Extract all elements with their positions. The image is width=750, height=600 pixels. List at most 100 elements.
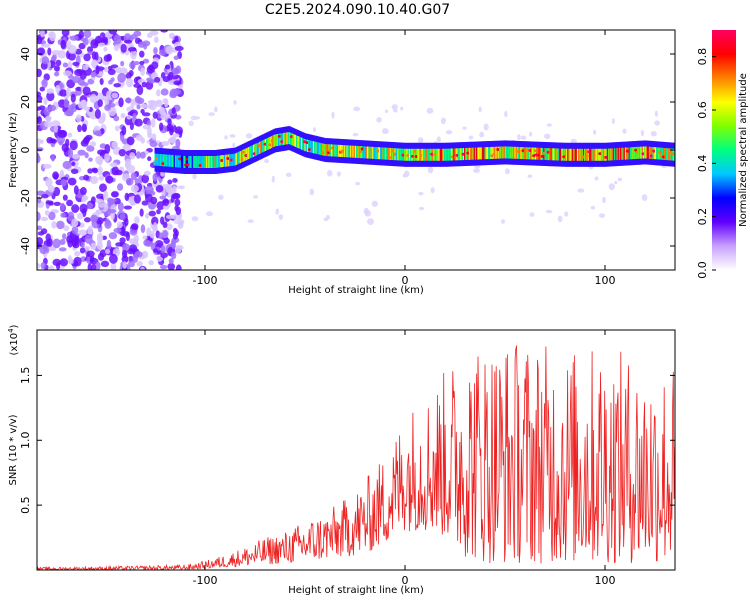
heatmap-cell: [94, 130, 102, 137]
heatmap-cell: [41, 43, 51, 48]
heatmap-cell: [496, 146, 499, 159]
heatmap-cell: [173, 55, 179, 61]
heatmap-cell: [276, 133, 279, 146]
heatmap-cell: [252, 144, 255, 157]
heatmap-cell: [79, 256, 87, 262]
heatmap-cell: [88, 157, 93, 162]
heatmap-cell: [101, 36, 108, 43]
snr-ytick-label: 1.5: [19, 367, 32, 385]
heatmap-cell: [173, 80, 182, 86]
heatmap-cell: [623, 147, 626, 160]
heatmap-cell: [117, 183, 124, 191]
heatmap-cell: [78, 229, 87, 236]
heatmap-cell: [586, 148, 589, 161]
heatmap-cell: [159, 195, 167, 200]
heatmap-cell: [614, 148, 616, 161]
heatmap-cell: [168, 154, 171, 167]
heatmap-cell: [362, 146, 364, 159]
heatmap-cell: [602, 196, 606, 204]
heatmap-cell: [119, 213, 126, 221]
heatmap-cell: [69, 140, 78, 151]
heatmap-cell: [90, 176, 99, 185]
snr-series-line: [37, 345, 675, 570]
heatmap-cell: [133, 83, 142, 88]
heatmap-cell: [285, 132, 287, 145]
heatmap-cell: [162, 204, 170, 210]
heatmap-cell: [472, 147, 475, 160]
heatmap-cell: [540, 147, 543, 160]
heatmap-cell: [172, 88, 182, 95]
heatmap-cell: [84, 152, 89, 159]
heatmap-cell: [657, 147, 659, 160]
snr-xtick-label: 0: [402, 574, 409, 587]
heatmap-cell: [130, 49, 137, 60]
heatmap-cell: [141, 81, 147, 88]
heatmap-cell: [106, 239, 112, 250]
heatmap-cell: [448, 148, 451, 161]
heatmap-cell: [184, 156, 187, 168]
heatmap-cell: [79, 71, 87, 80]
heatmap-cell: [549, 148, 551, 161]
heatmap-cell: [634, 147, 637, 159]
heatmap-cell: [177, 221, 184, 230]
heatmap-cell: [321, 143, 323, 156]
heatmap-cell: [426, 107, 434, 114]
heatmap-cell: [610, 148, 613, 161]
heatmap-cell: [141, 174, 150, 184]
heatmap-cell: [226, 154, 229, 167]
heatmap-cell: [140, 137, 145, 144]
heatmap-cell: [497, 146, 500, 159]
heatmap-cell: [143, 239, 151, 247]
heatmap-cell: [45, 115, 52, 122]
heatmap-cell: [621, 147, 623, 160]
spectrogram-heatmap: [37, 30, 675, 270]
heatmap-cell: [326, 169, 333, 177]
heatmap-cell: [651, 146, 653, 159]
heatmap-cell: [609, 148, 611, 161]
heatmap-cell: [309, 140, 311, 153]
heatmap-cell: [525, 147, 527, 160]
heatmap-cell: [66, 40, 72, 51]
heatmap-cell: [314, 141, 316, 154]
heatmap-cell: [119, 237, 126, 244]
heatmap-cell: [156, 209, 161, 215]
heatmap-cell: [59, 89, 68, 97]
heatmap-cell: [344, 145, 346, 158]
heatmap-cell: [474, 147, 477, 160]
heatmap-cell: [608, 183, 615, 191]
heatmap-cell: [67, 148, 74, 159]
heatmap-cell: [91, 51, 97, 60]
heatmap-cell: [66, 87, 72, 98]
heatmap-cell: [126, 115, 132, 120]
heatmap-cell: [60, 202, 65, 211]
heatmap-cell: [115, 66, 122, 74]
heatmap-cell: [618, 147, 621, 160]
heatmap-cell: [48, 265, 55, 270]
heatmap-cell: [669, 148, 671, 161]
heatmap-cell: [83, 30, 92, 39]
heatmap-cell: [176, 185, 184, 190]
heatmap-cell: [393, 108, 398, 113]
heatmap-cell: [63, 70, 72, 77]
heatmap-cell: [322, 143, 325, 156]
heatmap-cell: [311, 140, 314, 153]
heatmap-cell: [279, 133, 281, 146]
heatmap-cell: [363, 207, 369, 215]
heatmap-cell: [471, 147, 473, 160]
heatmap-cell: [381, 147, 383, 160]
heatmap-cell: [255, 143, 257, 156]
heatmap-cell: [91, 263, 97, 270]
heatmap-cell: [90, 71, 97, 78]
heatmap-cell: [130, 34, 138, 40]
heatmap-cell: [148, 79, 156, 84]
heatmap-cell: [242, 149, 244, 162]
heatmap-cell: [330, 144, 333, 157]
heatmap-cell: [346, 145, 349, 158]
heatmap-cell: [40, 30, 45, 38]
heatmap-cell: [79, 247, 86, 254]
heatmap-cell: [251, 145, 254, 158]
heatmap-cell: [168, 71, 174, 78]
heatmap-cell: [366, 146, 369, 159]
heatmap-cell: [468, 147, 471, 160]
heatmap-cell: [441, 148, 443, 161]
